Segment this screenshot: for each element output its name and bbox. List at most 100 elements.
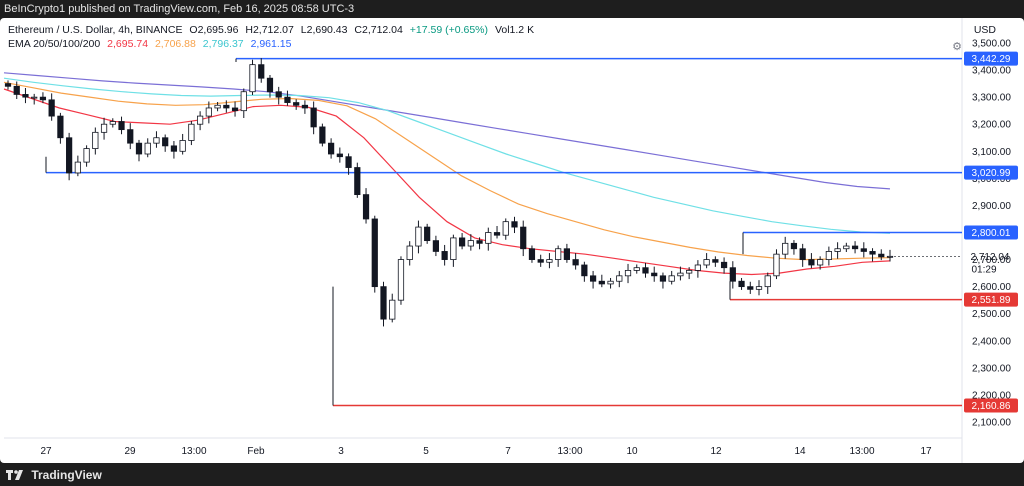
candle-body bbox=[214, 104, 221, 109]
candle-body bbox=[188, 123, 195, 141]
candle-body bbox=[66, 137, 73, 174]
candle-body bbox=[345, 156, 352, 168]
candle-body bbox=[135, 142, 143, 155]
candle-body bbox=[476, 240, 483, 244]
candle-body bbox=[642, 267, 649, 274]
x-tick-label: 13:00 bbox=[557, 446, 582, 457]
candle-body bbox=[450, 237, 457, 260]
y-tick-label: 2,200.00 bbox=[972, 390, 1011, 401]
close-value: C2,712.04 bbox=[354, 24, 403, 36]
level-price-label: 2,160.86 bbox=[972, 401, 1011, 412]
candle-body bbox=[92, 131, 99, 149]
candle-body bbox=[205, 107, 212, 117]
candle-body bbox=[668, 275, 675, 282]
candle-body bbox=[694, 264, 701, 271]
ema50-line bbox=[3, 81, 891, 261]
ema20-line bbox=[3, 88, 891, 276]
candle-body bbox=[362, 194, 370, 220]
candle-body bbox=[284, 96, 291, 103]
candle-body bbox=[834, 248, 841, 252]
last-price-label: 2,712.04 bbox=[971, 252, 1010, 263]
y-tick-label: 3,400.00 bbox=[972, 66, 1011, 77]
x-tick-label: 5 bbox=[423, 446, 429, 457]
candle-body bbox=[843, 245, 850, 250]
x-tick-label: 13:00 bbox=[849, 446, 874, 457]
candle-body bbox=[624, 269, 632, 277]
level-price-tag bbox=[964, 225, 1018, 240]
x-tick-label: 3 bbox=[338, 446, 344, 457]
ema100-line bbox=[3, 77, 891, 234]
candle-body bbox=[738, 280, 745, 288]
candle-body bbox=[817, 259, 824, 266]
candle-body bbox=[144, 142, 151, 155]
open-value: O2,695.96 bbox=[189, 24, 239, 36]
level-price-tag bbox=[964, 51, 1018, 66]
volume-value: Vol1.2 K bbox=[494, 24, 535, 36]
candle-body bbox=[511, 221, 518, 228]
candle-body bbox=[598, 280, 605, 285]
candle-body bbox=[581, 264, 588, 277]
brand-name: TradingView bbox=[31, 467, 102, 482]
y-tick-label: 2,700.00 bbox=[972, 255, 1011, 266]
price-chart[interactable]: 3,500.00 3,400.00 3,300.00 3,200.00 3,100.00… bbox=[0, 18, 1024, 463]
symbol-legend: Ethereum / U.S. Dollar, 4h, BINANCE O2,6… bbox=[8, 24, 538, 36]
candle-body bbox=[170, 145, 178, 152]
x-tick-label: 13:00 bbox=[181, 446, 206, 457]
candle-body bbox=[720, 261, 728, 269]
candle-body bbox=[878, 253, 885, 258]
x-tick-label: 17 bbox=[920, 446, 932, 457]
candle-body bbox=[48, 99, 55, 117]
ema-legend: EMA 20/50/100/200 2,695.74 2,706.88 2,79… bbox=[8, 38, 295, 50]
candle-body bbox=[589, 275, 597, 282]
x-tick-label: 29 bbox=[124, 446, 136, 457]
candle-body bbox=[266, 77, 274, 93]
candle-body bbox=[528, 248, 536, 260]
ema20-value: 2,695.74 bbox=[107, 38, 149, 50]
level-price-tag bbox=[964, 398, 1018, 413]
candle-body bbox=[328, 142, 335, 155]
candle-body bbox=[572, 259, 579, 266]
level-price-label: 2,551.89 bbox=[972, 295, 1011, 306]
candle-body bbox=[83, 148, 90, 163]
y-tick-label: 3,300.00 bbox=[972, 93, 1011, 104]
level-price-label: 3,442.29 bbox=[972, 54, 1011, 65]
low-value: L2,690.43 bbox=[300, 24, 348, 36]
ema200-value: 2,961.15 bbox=[250, 38, 292, 50]
candle-body bbox=[406, 245, 413, 260]
level-price-tag bbox=[964, 165, 1018, 180]
candle-body bbox=[4, 83, 12, 87]
candle-body bbox=[808, 259, 815, 266]
candle-body bbox=[319, 126, 326, 144]
candle-body bbox=[223, 104, 230, 109]
candle-body bbox=[336, 153, 343, 158]
candle-body bbox=[467, 240, 474, 247]
candle-body bbox=[275, 91, 282, 98]
symbol-name: Ethereum / U.S. Dollar, 4h, BINANCE bbox=[8, 24, 183, 36]
footer: TradingView bbox=[0, 463, 1024, 485]
candle-body bbox=[109, 121, 116, 125]
level-price-tag bbox=[964, 292, 1018, 307]
candle-body bbox=[686, 269, 693, 274]
candle-body bbox=[633, 267, 640, 271]
candle-body bbox=[74, 161, 81, 174]
candle-body bbox=[799, 248, 806, 260]
candle-body bbox=[555, 248, 562, 260]
x-tick-label: 14 bbox=[794, 446, 806, 457]
x-tick-label: 12 bbox=[710, 446, 722, 457]
settings-icon[interactable]: ⚙ bbox=[952, 41, 962, 53]
candle-body bbox=[249, 64, 256, 93]
candle-body bbox=[537, 259, 544, 263]
currency-label: USD bbox=[973, 24, 996, 36]
candle-body bbox=[153, 137, 160, 144]
candle-body bbox=[755, 286, 763, 290]
level-price-label: 2,800.01 bbox=[972, 228, 1011, 239]
chart-card: Ethereum / U.S. Dollar, 4h, BINANCE O2,6… bbox=[0, 18, 1024, 463]
y-tick-label: 3,200.00 bbox=[972, 120, 1011, 131]
candle-body bbox=[703, 259, 710, 266]
y-tick-label: 2,100.00 bbox=[972, 418, 1011, 429]
candle-body bbox=[118, 121, 125, 131]
candle-body bbox=[197, 115, 204, 125]
candle-body bbox=[825, 251, 832, 260]
y-tick-label: 3,500.00 bbox=[972, 39, 1011, 50]
